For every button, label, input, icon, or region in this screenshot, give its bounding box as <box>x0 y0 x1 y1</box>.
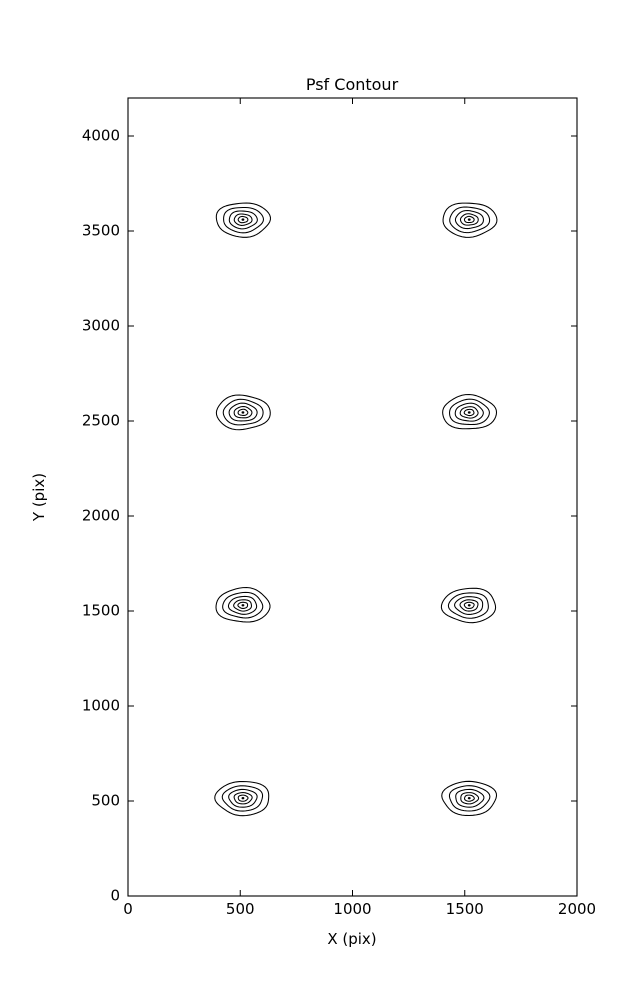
contour-ring <box>233 599 252 612</box>
contour-ring <box>221 785 264 812</box>
page-title: Psf Contour <box>306 75 399 94</box>
y-tick-label: 1000 <box>82 697 120 715</box>
x-axis-label: X (pix) <box>327 930 376 948</box>
contour-ring <box>237 215 249 224</box>
contour-ring <box>440 587 497 624</box>
contour-blob <box>442 202 498 238</box>
contour-blob <box>215 586 271 623</box>
contour-core <box>467 796 471 800</box>
y-tick-label: 2000 <box>82 507 120 525</box>
x-tick-label: 1000 <box>333 900 371 918</box>
y-axis-label: Y (pix) <box>30 473 48 522</box>
contour-ring <box>449 206 491 234</box>
contour-ring <box>447 592 489 619</box>
contour-ring <box>237 408 249 416</box>
contour-ring <box>460 792 480 805</box>
y-tick-label: 1500 <box>82 602 120 620</box>
contour-ring <box>233 213 253 226</box>
x-tick-label: 1500 <box>446 900 484 918</box>
contour-ring <box>222 398 264 426</box>
contour-series <box>214 202 498 817</box>
contour-ring <box>459 406 479 419</box>
contour-ring <box>233 792 253 805</box>
y-tick-label: 0 <box>110 887 120 905</box>
contour-ring <box>228 788 258 808</box>
y-tick-label: 3500 <box>82 222 120 240</box>
contour-core <box>241 218 245 221</box>
contour-ring <box>228 402 258 422</box>
contour-ring <box>448 785 491 812</box>
contour-ring <box>454 596 484 615</box>
contour-ring <box>459 599 479 612</box>
y-axis-ticks: 0 500 1000 1500 2000 2500 3000 3500 4000 <box>82 127 577 905</box>
contour-ring <box>442 393 498 430</box>
contour-ring <box>233 405 253 419</box>
y-tick-label: 3000 <box>82 317 120 335</box>
contour-core <box>241 604 245 607</box>
x-axis-ticks: 0 500 1000 1500 2000 <box>123 98 596 918</box>
axes-box <box>127 97 578 897</box>
contour-ring <box>237 794 249 802</box>
contour-ring <box>223 206 264 234</box>
contour-core <box>241 411 245 414</box>
x-tick-label: 500 <box>226 900 255 918</box>
contour-ring <box>463 408 475 417</box>
contour-ring <box>215 586 271 623</box>
contour-blob <box>442 393 498 430</box>
contour-ring <box>463 215 475 224</box>
y-tick-label: 4000 <box>82 127 120 145</box>
contour-ring <box>237 601 249 609</box>
contour-ring <box>441 780 498 817</box>
contour-blob <box>440 587 497 624</box>
contour-ring <box>222 591 264 619</box>
y-tick-label: 2500 <box>82 412 120 430</box>
contour-core <box>241 796 245 800</box>
contour-ring <box>455 788 485 808</box>
axes-frame <box>127 97 578 897</box>
contour-ring <box>215 394 271 431</box>
contour-ring <box>227 595 258 615</box>
contour-ring <box>463 601 475 609</box>
contour-core <box>467 411 471 414</box>
contour-ring <box>228 210 258 230</box>
contour-ring <box>442 202 498 238</box>
contour-ring <box>454 402 484 422</box>
contour-blob <box>215 394 271 431</box>
contour-ring <box>459 213 479 226</box>
contour-ring <box>215 202 271 238</box>
contour-core <box>467 604 471 607</box>
contour-blob <box>214 780 270 817</box>
contour-ring <box>214 780 270 817</box>
contour-ring <box>449 398 490 426</box>
contour-blob <box>215 202 271 238</box>
y-tick-label: 500 <box>91 792 120 810</box>
x-tick-label: 2000 <box>558 900 596 918</box>
x-tick-label: 0 <box>123 900 133 918</box>
contour-blob <box>441 780 498 817</box>
contour-ring <box>464 794 475 802</box>
axis-labels: X (pix) Y (pix) <box>30 473 377 948</box>
title-group: Psf Contour <box>306 75 399 94</box>
contour-ring <box>454 209 484 230</box>
contour-core <box>467 218 471 221</box>
